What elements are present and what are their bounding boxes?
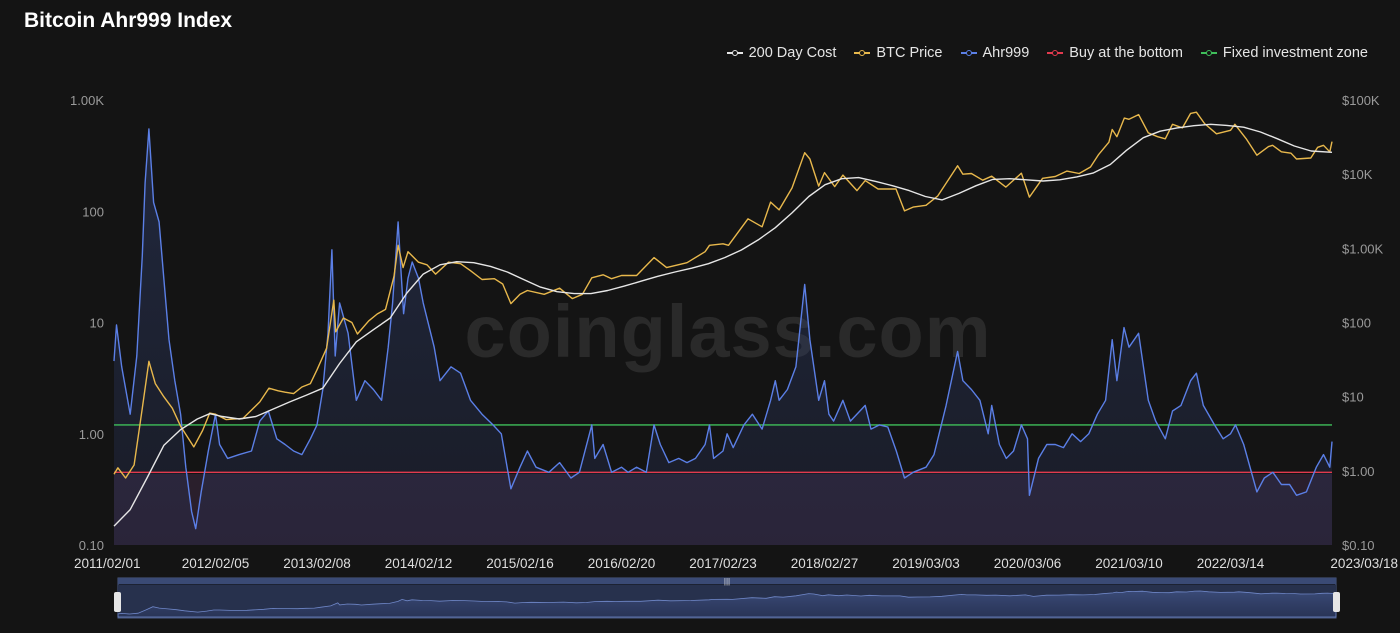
x-tick-label: 2011/02/01 [74,556,141,571]
legend-label: 200 Day Cost [748,45,837,61]
right-tick-label: $1.00 [1342,464,1375,479]
legend-label: Fixed investment zone [1222,45,1368,61]
legend-item-buy-at-the-bottom[interactable]: Buy at the bottom [1047,45,1183,61]
legend-item-200-day-cost[interactable]: 200 Day Cost [726,45,837,61]
right-tick-label: $100K [1342,93,1380,108]
legend-item-ahr999[interactable]: Ahr999 [960,45,1030,61]
right-tick-label: $10 [1342,390,1364,405]
legend-swatch-icon [726,50,743,56]
x-tick-label: 2017/02/23 [689,556,757,571]
plot-area [113,111,1333,545]
slider-preview-area [117,590,1337,618]
legend-swatch-icon [960,50,977,56]
right-tick-label: $100 [1342,316,1371,331]
x-tick-label: 2021/03/10 [1095,556,1163,571]
legend-label: BTC Price [876,45,943,61]
x-tick-label: 2012/02/05 [182,556,250,571]
x-tick-label: 2016/02/20 [588,556,656,571]
zoom-slider[interactable]: ||| [114,577,1340,619]
x-tick-label: 2020/03/06 [994,556,1062,571]
x-tick-label: 2013/02/08 [283,556,351,571]
left-tick-label: 100 [82,204,104,219]
series-line-200-day-cost [113,123,1333,527]
legend-label: Ahr999 [982,45,1030,61]
legend-item-btc-price[interactable]: BTC Price [854,45,943,61]
left-tick-label: 0.10 [79,538,104,553]
x-tick-label: 2022/03/14 [1197,556,1265,571]
x-tick-label: 2019/03/03 [892,556,960,571]
x-tick-label: 2023/03/18 [1330,556,1398,571]
x-axis: 2011/02/01 2012/02/05 2013/02/08 2014/02/12… [74,556,1398,571]
series-line-ahr999 [113,128,1333,530]
x-tick-label: 2018/02/27 [791,556,859,571]
x-tick-label: 2014/02/12 [385,556,453,571]
left-axis: 0.10 1.00 10 100 1.00K [70,93,104,553]
chart-legend: 200 Day Cost BTC Price Ahr999 Buy at the bo… [726,45,1368,61]
right-tick-label: $1.00K [1342,241,1384,256]
legend-swatch-icon [854,50,871,56]
right-tick-label: $0.10 [1342,538,1375,553]
slider-top-bar [118,578,1336,584]
legend-swatch-icon [1047,50,1064,56]
watermark: coinglass.com [464,290,991,373]
right-axis: $0.10 $1.00 $10 $100 $1.00K $10K $100K [1342,93,1384,553]
slider-handle-right[interactable] [1333,592,1340,612]
left-tick-label: 1.00 [79,427,104,442]
slider-handle-left[interactable] [114,592,121,612]
legend-swatch-icon [1200,50,1217,56]
legend-label: Buy at the bottom [1069,45,1183,61]
series-line-btc-price [113,111,1333,479]
left-tick-label: 1.00K [70,93,104,108]
right-tick-label: $10K [1342,167,1373,182]
chart-title: Bitcoin Ahr999 Index [24,9,233,32]
legend-item-fixed-investment-zone[interactable]: Fixed investment zone [1200,45,1368,61]
slider-grip-icon: ||| [724,577,730,586]
left-tick-label: 10 [90,316,104,331]
x-tick-label: 2015/02/16 [486,556,554,571]
